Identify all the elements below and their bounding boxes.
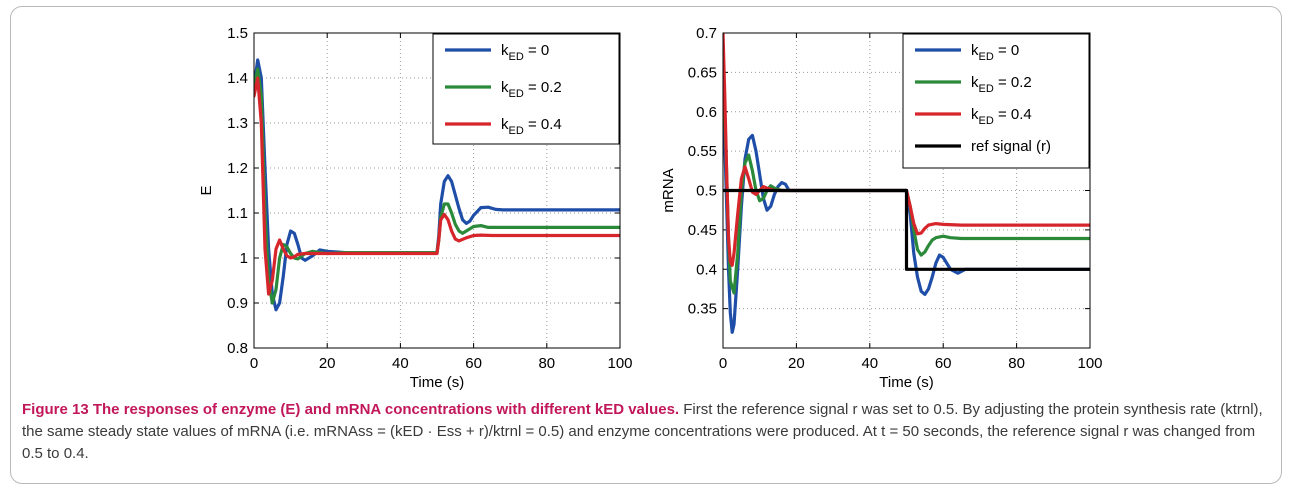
y-tick-label: 0.45	[688, 222, 717, 239]
legend-label-3: kED = 0.4	[971, 106, 1032, 127]
axes-frame	[722, 32, 1091, 349]
y-tick-label: 1	[240, 250, 248, 267]
legend-value: = 0.4	[524, 116, 562, 133]
legend-main: k	[971, 42, 979, 59]
series-line-4	[723, 188, 1090, 271]
legend-subscript: ED	[979, 83, 994, 95]
y-tick-label: 0.55	[688, 143, 717, 160]
x-tick-label: 0	[719, 355, 727, 372]
y-tick-label: 1.1	[227, 205, 248, 222]
legend-label-1: kED = 0	[971, 42, 1019, 63]
y-tick-label: 0.35	[688, 301, 717, 318]
y-tick-label: 1.2	[227, 160, 248, 177]
caption-body: First the reference signal r was set to …	[22, 401, 1263, 462]
legend-subscript: ED	[509, 88, 524, 100]
legend-main: ref signal (r)	[971, 138, 1051, 155]
x-tick-label: 20	[788, 355, 805, 372]
x-tick-label: 60	[935, 355, 952, 372]
y-tick-label: 0.8	[227, 340, 248, 357]
y-tick-label: 0.9	[227, 295, 248, 312]
figure-caption: Figure 13 The responses of enzyme (E) an…	[22, 399, 1274, 465]
y-axis-title: mRNA	[660, 168, 677, 212]
chart-1: 0 20 40 60 80 100 0.8 0.9 1 1.1 1.2 1.3 1.4 1.5 Time (…	[198, 25, 633, 391]
y-tick-label: 1.4	[227, 70, 248, 87]
legend-main: k	[971, 74, 979, 91]
x-tick-label: 40	[861, 355, 878, 372]
figure-frame	[10, 6, 1282, 484]
legend-subscript: ED	[979, 51, 994, 63]
legend-value: = 0.4	[994, 106, 1032, 123]
x-tick-label: 80	[1008, 355, 1025, 372]
legend-label-2: kED = 0.2	[501, 79, 562, 100]
x-tick-label: 20	[319, 355, 336, 372]
legend-label-2: kED = 0.2	[971, 74, 1032, 95]
y-tick-label: 1.3	[227, 115, 248, 132]
legend-main: k	[971, 106, 979, 123]
legend-main: k	[501, 42, 509, 59]
axes-frame	[253, 32, 621, 349]
legend-subscript: ED	[979, 115, 994, 127]
y-tick-label: 1.5	[227, 25, 248, 42]
x-tick-label: 0	[250, 355, 258, 372]
legend-value: = 0	[524, 42, 549, 59]
legend-label-3: kED = 0.4	[501, 116, 562, 137]
y-tick-label: 0.7	[696, 25, 717, 42]
y-tick-label: 0.4	[696, 261, 717, 278]
x-tick-label: 40	[392, 355, 409, 372]
legend-main: k	[501, 116, 509, 133]
x-tick-label: 100	[1077, 355, 1102, 372]
legend-main: k	[501, 79, 509, 96]
y-axis-title: E	[198, 185, 215, 195]
chart-2: 0 20 40 60 80 100 0.35 0.4 0.45 0.5 0.55 0.6 0.65 0.7…	[660, 25, 1103, 391]
legend-subscript: ED	[509, 125, 524, 137]
x-tick-label: 80	[538, 355, 555, 372]
legend-value: = 0	[994, 42, 1019, 59]
x-axis-title: Time (s)	[410, 374, 464, 391]
legend-label-1: kED = 0	[501, 42, 549, 63]
legend-value: = 0.2	[524, 79, 562, 96]
y-tick-label: 0.65	[688, 64, 717, 81]
legend-subscript: ED	[509, 51, 524, 63]
x-axis-title: Time (s)	[879, 374, 933, 391]
legend-box	[432, 33, 620, 145]
legend-label-4: ref signal (r)	[971, 138, 1051, 155]
series-line-3	[254, 76, 620, 296]
legend-value: = 0.2	[994, 74, 1032, 91]
x-tick-label: 100	[607, 355, 632, 372]
y-tick-label: 0.5	[696, 183, 717, 200]
caption-title: Figure 13 The responses of enzyme (E) an…	[22, 401, 680, 418]
y-tick-label: 0.6	[696, 104, 717, 121]
figure-plots: 0 20 40 60 80 100 0.8 0.9 1 1.1 1.2 1.3 1.4 1.5 Time (…	[198, 25, 1103, 391]
x-tick-label: 60	[465, 355, 482, 372]
